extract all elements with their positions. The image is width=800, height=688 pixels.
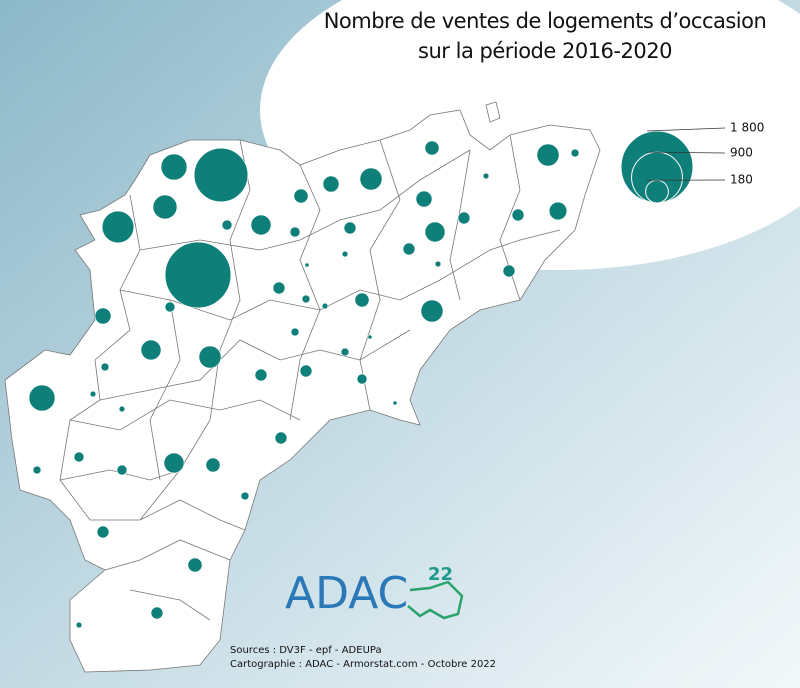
sales-circle bbox=[548, 201, 568, 221]
circles bbox=[28, 140, 580, 629]
source-line: Sources : DV3F - epf - ADEUPa bbox=[230, 645, 382, 656]
sales-circle bbox=[152, 194, 178, 220]
sales-circle bbox=[290, 327, 300, 337]
title-line: sur la période 2016-2020 bbox=[418, 39, 672, 63]
sales-circle bbox=[101, 210, 135, 244]
legend-circle bbox=[620, 130, 694, 204]
sales-circle bbox=[28, 384, 56, 412]
sales-circle bbox=[94, 307, 112, 325]
sales-circle bbox=[289, 226, 301, 238]
sales-circle bbox=[367, 334, 373, 340]
sales-circle bbox=[536, 143, 560, 167]
source-line: Cartographie : ADAC - Armorstat.com - Oc… bbox=[230, 659, 496, 670]
legend-label: 180 bbox=[730, 173, 753, 187]
sales-circle bbox=[221, 219, 233, 231]
commune-borders bbox=[59, 134, 561, 621]
sales-circle bbox=[116, 464, 128, 476]
legend: 1 800 900 180 bbox=[620, 121, 764, 204]
sales-circle bbox=[502, 264, 516, 278]
sales-circle bbox=[511, 208, 525, 222]
sales-circle bbox=[415, 190, 433, 208]
sales-circle bbox=[304, 262, 310, 268]
sales-circle bbox=[570, 148, 580, 158]
sales-circle bbox=[341, 250, 349, 258]
sales-circle bbox=[299, 364, 313, 378]
sales-circle bbox=[96, 525, 110, 539]
sales-circle bbox=[272, 281, 286, 295]
sales-circle bbox=[359, 167, 383, 191]
legend-label: 1 800 bbox=[730, 121, 764, 135]
sales-circle bbox=[164, 241, 232, 309]
sales-circle bbox=[240, 491, 250, 501]
sales-circle bbox=[356, 373, 368, 385]
sales-circle bbox=[420, 299, 444, 323]
sales-circle bbox=[321, 302, 329, 310]
logo-number: 22 bbox=[428, 564, 453, 585]
sales-circle bbox=[193, 147, 249, 203]
sales-circle bbox=[198, 345, 222, 369]
sales-circle bbox=[392, 400, 398, 406]
sales-circle bbox=[424, 140, 440, 156]
legend-leader bbox=[646, 127, 726, 132]
sales-circle bbox=[254, 368, 268, 382]
island bbox=[485, 101, 501, 123]
logo-shape bbox=[407, 580, 464, 620]
sales-circle bbox=[140, 339, 162, 361]
sales-circle bbox=[274, 431, 288, 445]
sales-circle bbox=[100, 362, 110, 372]
title-line: Nombre de ventes de logements d’occasion bbox=[324, 9, 767, 33]
sales-circle bbox=[434, 260, 442, 268]
sales-circle bbox=[89, 390, 97, 398]
sales-circle bbox=[457, 211, 471, 225]
sales-circle bbox=[73, 451, 85, 463]
sales-circle bbox=[293, 188, 309, 204]
logo: ADAC 22 bbox=[285, 564, 464, 620]
sales-circle bbox=[402, 242, 416, 256]
sales-circle bbox=[164, 301, 176, 313]
sales-circle bbox=[354, 292, 370, 308]
sales-circle bbox=[160, 153, 188, 181]
sales-circle bbox=[250, 214, 272, 236]
logo-name: ADAC bbox=[285, 568, 408, 619]
sales-circle bbox=[187, 557, 203, 573]
sales-circle bbox=[32, 465, 42, 475]
sales-circle bbox=[301, 294, 311, 304]
sales-circle bbox=[163, 452, 185, 474]
sales-circle bbox=[150, 606, 164, 620]
region-outline bbox=[4, 109, 601, 673]
region bbox=[4, 101, 601, 673]
sales-circle bbox=[343, 221, 357, 235]
legend-leader bbox=[646, 151, 726, 154]
sales-circle bbox=[205, 457, 221, 473]
sales-circle bbox=[424, 221, 446, 243]
sales-circle bbox=[482, 172, 490, 180]
sales-circle bbox=[75, 621, 83, 629]
sales-circle bbox=[322, 175, 340, 193]
sales-circle bbox=[340, 347, 350, 357]
sales-circle bbox=[118, 405, 126, 413]
legend-label: 900 bbox=[730, 146, 753, 160]
